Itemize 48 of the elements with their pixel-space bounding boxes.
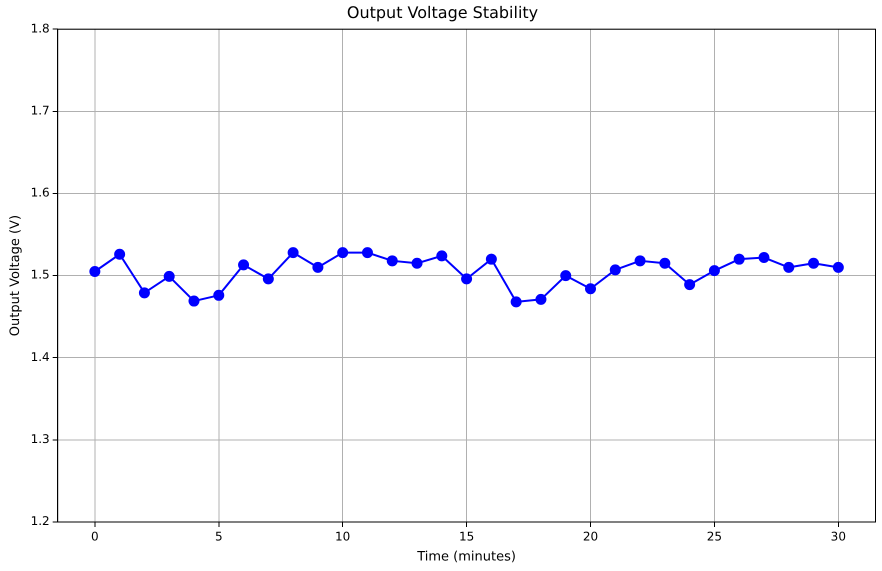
x-tick-label: 5 — [214, 529, 223, 544]
x-tick-label: 0 — [91, 529, 99, 544]
y-axis-title: Output Voltage (V) — [8, 214, 24, 336]
chart-title: Output Voltage Stability — [346, 2, 538, 22]
point — [535, 294, 546, 305]
x-tick-label: 10 — [335, 529, 350, 544]
point — [610, 264, 621, 276]
point — [89, 266, 100, 277]
point — [164, 270, 175, 282]
point — [312, 262, 324, 273]
y-tick-label: 1.3 — [30, 432, 50, 446]
point — [808, 258, 820, 269]
x-tick-label: 25 — [706, 529, 722, 544]
point — [238, 259, 250, 270]
point — [262, 273, 274, 284]
point — [634, 255, 646, 266]
point — [659, 258, 670, 269]
x-axis-title: Time (minutes) — [416, 550, 516, 565]
point — [461, 273, 472, 284]
point — [510, 296, 522, 308]
point — [288, 247, 299, 258]
point — [138, 287, 150, 298]
y-tick-label: 1.2 — [30, 514, 50, 528]
y-tick-label: 1.4 — [30, 350, 50, 364]
y-tick-label: 1.7 — [30, 103, 50, 118]
point — [560, 270, 572, 282]
point — [684, 279, 696, 290]
point — [362, 247, 373, 258]
point — [337, 247, 348, 258]
point — [412, 258, 423, 269]
point — [783, 262, 794, 273]
point — [758, 252, 770, 264]
point — [734, 254, 745, 265]
point — [114, 248, 126, 260]
y-tick-label: 1.6 — [30, 186, 50, 200]
x-tick-label: 20 — [582, 529, 598, 544]
point — [213, 290, 224, 301]
point — [832, 262, 844, 273]
x-tick-label: 30 — [830, 529, 846, 544]
point — [708, 265, 720, 276]
point — [585, 283, 596, 294]
point — [486, 254, 497, 265]
x-tick-label: 15 — [458, 529, 474, 544]
point — [188, 296, 200, 307]
point — [436, 250, 448, 262]
point — [386, 255, 398, 266]
y-tick-label: 1.8 — [30, 21, 50, 36]
y-tick-label: 1.5 — [30, 268, 50, 282]
